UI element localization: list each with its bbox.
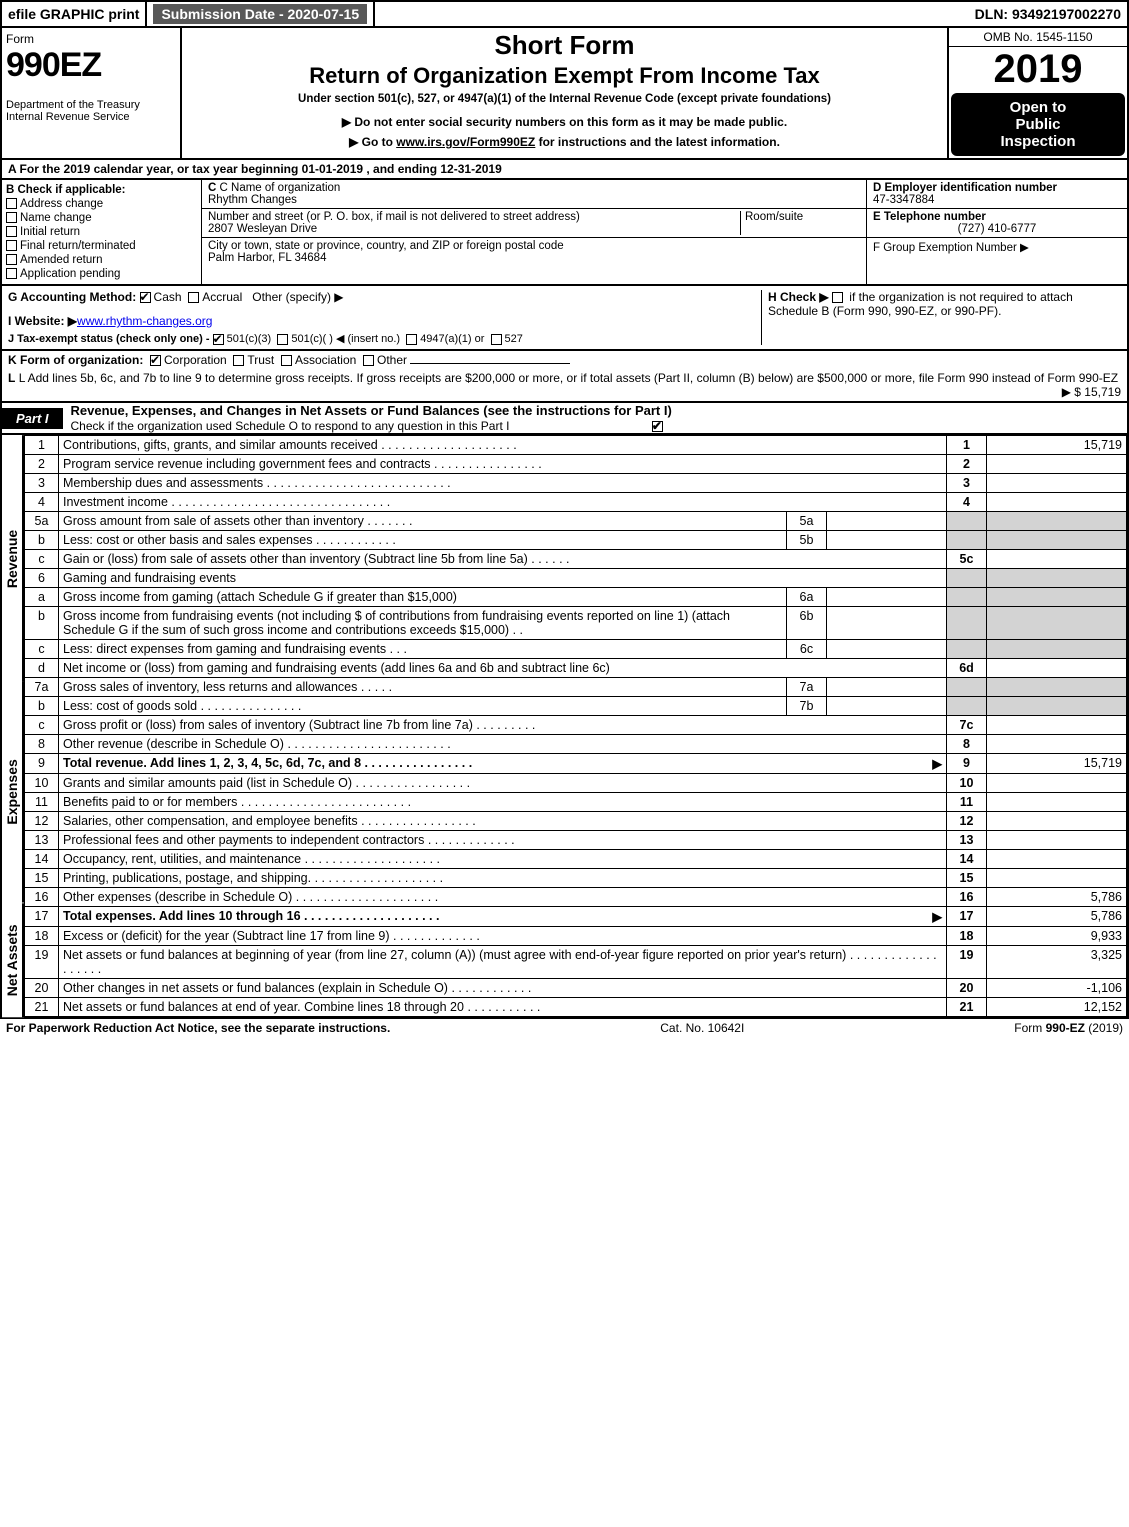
check-name-change[interactable]: Name change [6,212,197,224]
box-b: B Check if applicable: Address change Na… [2,180,202,284]
check-527[interactable] [491,334,502,345]
check-501c[interactable] [277,334,288,345]
check-schedule-b[interactable] [832,292,843,303]
group-exemption-label: F Group Exemption Number ▶ [873,242,1029,254]
box-c: C C Name of organization Rhythm Changes … [202,180,867,284]
row-6a: aGross income from gaming (attach Schedu… [25,588,1127,607]
row-3: 3Membership dues and assessments . . . .… [25,474,1127,493]
row-7b: bLess: cost of goods sold . . . . . . . … [25,697,1127,716]
row-6b: bGross income from fundraising events (n… [25,607,1127,640]
row-14: 14Occupancy, rent, utilities, and mainte… [25,850,1127,869]
open-to-public-badge: Open toPublicInspection [951,93,1125,156]
row-9: 9Total revenue. Add lines 1, 2, 3, 4, 5c… [25,754,1127,774]
instructions-link-line: ▶ Go to www.irs.gov/Form990EZ for instru… [188,135,941,149]
check-trust[interactable] [233,355,244,366]
top-bar: efile GRAPHIC print Submission Date - 20… [0,0,1129,28]
line-g-accounting: G Accounting Method: Cash Accrual Other … [8,290,761,304]
row-13: 13Professional fees and other payments t… [25,831,1127,850]
accounting-website-box: G Accounting Method: Cash Accrual Other … [0,286,1129,351]
check-501c3[interactable] [213,334,224,345]
line-h-schedule-b: H Check ▶ if the organization is not req… [761,290,1121,345]
row-18: 18Excess or (deficit) for the year (Subt… [25,927,1127,946]
row-7a: 7aGross sales of inventory, less returns… [25,678,1127,697]
row-4: 4Investment income . . . . . . . . . . .… [25,493,1127,512]
revenue-side-label: Revenue [2,435,24,682]
form-number: 990EZ [6,46,176,85]
row-12: 12Salaries, other compensation, and empl… [25,812,1127,831]
line-l-gross-receipts: L L Add lines 5b, 6c, and 7b to line 9 t… [0,369,1129,403]
short-form-title: Short Form [188,30,941,61]
check-cash[interactable] [140,292,151,303]
check-other-org[interactable] [363,355,374,366]
check-application-pending[interactable]: Application pending [6,268,197,280]
row-6: 6Gaming and fundraising events [25,569,1127,588]
return-title: Return of Organization Exempt From Incom… [188,63,941,89]
dln-label: DLN: 93492197002270 [969,2,1127,26]
check-corporation[interactable] [150,355,161,366]
row-5a: 5aGross amount from sale of assets other… [25,512,1127,531]
omb-number: OMB No. 1545-1150 [949,28,1127,47]
row-5c: cGain or (loss) from sale of assets othe… [25,550,1127,569]
row-21: 21Net assets or fund balances at end of … [25,998,1127,1017]
row-17: 17Total expenses. Add lines 10 through 1… [25,907,1127,927]
row-7c: cGross profit or (loss) from sales of in… [25,716,1127,735]
part-1-header: Part I Revenue, Expenses, and Changes in… [0,403,1129,435]
check-address-change[interactable]: Address change [6,198,197,210]
check-4947[interactable] [406,334,417,345]
line-j-tax-exempt: J Tax-exempt status (check only one) - 5… [8,332,761,345]
row-5b: bLess: cost or other basis and sales exp… [25,531,1127,550]
part-1-tab: Part I [2,408,63,429]
org-city-state-zip: Palm Harbor, FL 34684 [208,252,860,264]
website-link[interactable]: www.rhythm-changes.org [77,314,212,328]
line-a-tax-year: A For the 2019 calendar year, or tax yea… [0,160,1129,180]
form-footer-label: Form 990-EZ (2019) [1014,1021,1123,1035]
box-def: D Employer identification number 47-3347… [867,180,1127,284]
instructions-link[interactable]: www.irs.gov/Form990EZ [396,135,535,149]
submission-date-button[interactable]: Submission Date - 2020-07-15 [147,2,375,26]
org-name: Rhythm Changes [208,194,860,206]
ssn-warning: ▶ Do not enter social security numbers o… [188,115,941,129]
row-11: 11Benefits paid to or for members . . . … [25,793,1127,812]
check-association[interactable] [281,355,292,366]
room-suite-label: Room/suite [745,211,860,223]
part-1-table: Revenue Expenses Net Assets 1Contributio… [0,435,1129,1019]
row-8: 8Other revenue (describe in Schedule O) … [25,735,1127,754]
row-1: 1Contributions, gifts, grants, and simil… [25,436,1127,455]
paperwork-notice: For Paperwork Reduction Act Notice, see … [6,1021,390,1035]
check-schedule-o-part1[interactable] [652,421,663,432]
line-i-website: I Website: ▶www.rhythm-changes.org [8,314,761,328]
net-assets-side-label: Net Assets [2,903,24,1017]
expenses-side-label: Expenses [2,682,24,903]
row-15: 15Printing, publications, postage, and s… [25,869,1127,888]
line-k-form-of-org: K Form of organization: Corporation Trus… [0,351,1129,369]
check-initial-return[interactable]: Initial return [6,226,197,238]
row-20: 20Other changes in net assets or fund ba… [25,979,1127,998]
row-6d: dNet income or (loss) from gaming and fu… [25,659,1127,678]
efile-label: efile GRAPHIC print [2,2,147,26]
form-header: Form 990EZ Department of the Treasury In… [0,28,1129,160]
return-subtitle: Under section 501(c), 527, or 4947(a)(1)… [188,93,941,105]
row-16: 16Other expenses (describe in Schedule O… [25,888,1127,907]
ein-value: 47-3347884 [873,194,934,206]
tax-year: 2019 [949,47,1127,91]
check-final-return[interactable]: Final return/terminated [6,240,197,252]
dept-treasury: Department of the Treasury Internal Reve… [6,99,176,123]
catalog-number: Cat. No. 10642I [660,1021,744,1035]
gross-receipts-value: ▶ $ 15,719 [1062,385,1121,399]
row-2: 2Program service revenue including gover… [25,455,1127,474]
page-footer: For Paperwork Reduction Act Notice, see … [0,1019,1129,1037]
row-6c: cLess: direct expenses from gaming and f… [25,640,1127,659]
row-19: 19Net assets or fund balances at beginni… [25,946,1127,979]
row-10: 10Grants and similar amounts paid (list … [25,774,1127,793]
telephone-value: (727) 410-6777 [873,223,1121,235]
check-amended-return[interactable]: Amended return [6,254,197,266]
org-info-box: B Check if applicable: Address change Na… [0,180,1129,286]
form-word: Form [6,32,176,46]
check-accrual[interactable] [188,292,199,303]
org-street: 2807 Wesleyan Drive [208,223,740,235]
